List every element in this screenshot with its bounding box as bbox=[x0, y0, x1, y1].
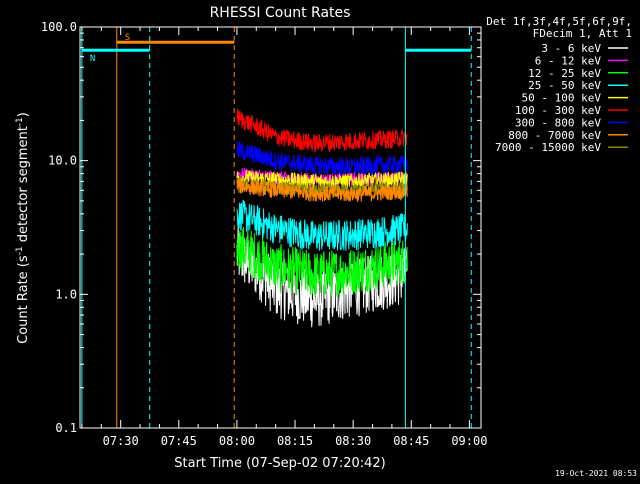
series-line-800-7000kev bbox=[236, 178, 408, 203]
legend-entry-3-6kev: 3 - 6 keV bbox=[541, 42, 601, 55]
y-axis-label-main: Count Rate (s bbox=[16, 255, 31, 344]
x-axis-label: Start Time (07-Sep-02 07:20:42) bbox=[174, 456, 385, 471]
legend-entry-25-50kev: 25 - 50 keV bbox=[528, 79, 601, 92]
y-tick-label: 0.1 bbox=[55, 421, 77, 435]
legend-entry-7000-15000kev: 7000 - 15000 keV bbox=[495, 141, 601, 154]
generated-timestamp: 19-Oct-2021 08:53 bbox=[555, 469, 637, 478]
y-axis-label: Count Rate (s-1 detector segment-1) bbox=[15, 112, 31, 344]
x-tick-label: 08:00 bbox=[219, 434, 255, 448]
y-axis-label-end: ) bbox=[16, 112, 31, 117]
legend-entry-100-300kev: 100 - 300 keV bbox=[515, 104, 601, 117]
series-line-12-25kev bbox=[236, 226, 408, 298]
series-line-100-300kev bbox=[236, 109, 408, 154]
series-line-50-100kev bbox=[236, 170, 408, 191]
y-tick-label: 1.0 bbox=[55, 287, 77, 301]
x-tick-label: 07:45 bbox=[161, 434, 197, 448]
y-axis-label-mid: detector segment bbox=[16, 126, 31, 246]
legend-entry-12-25kev: 12 - 25 keV bbox=[528, 67, 601, 80]
series-line-25-50kev bbox=[236, 200, 408, 251]
series-line-300-800kev bbox=[236, 141, 408, 177]
x-tick-label: 07:30 bbox=[103, 434, 139, 448]
x-tick-label: 08:15 bbox=[277, 434, 313, 448]
legend-entry-800-7000kev: 800 - 7000 keV bbox=[508, 129, 601, 142]
marker-layer: SN bbox=[81, 27, 472, 428]
series-line-3-6kev bbox=[236, 225, 408, 328]
x-tick-label: 08:30 bbox=[335, 434, 371, 448]
plot-frame bbox=[79, 26, 482, 429]
legend-entry-300-800kev: 300 - 800 keV bbox=[515, 116, 601, 129]
tick-layer: 07:30 07:45 08:00 08:15 08:30 08:45 09:00 100.0… bbox=[41, 20, 488, 448]
y-axis-label-sup2: -1 bbox=[15, 117, 25, 126]
y-axis-label-sup1: -1 bbox=[15, 246, 25, 255]
legend-header-line-1: Det 1f,3f,4f,5f,6f,9f, bbox=[486, 15, 632, 28]
y-tick-label: 100.0 bbox=[41, 20, 77, 34]
x-tick-label: 09:00 bbox=[451, 434, 487, 448]
marker-bar-label-n: N bbox=[90, 54, 95, 64]
legend-header-line-2: FDecim 1, Att 1 bbox=[533, 27, 632, 40]
x-tick-label: 08:45 bbox=[393, 434, 429, 448]
chart-title: RHESSI Count Rates bbox=[210, 5, 351, 21]
y-tick-label: 10.0 bbox=[48, 154, 77, 168]
marker-bar-label-s: S bbox=[125, 33, 130, 43]
legend-entry-50-100kev: 50 - 100 keV bbox=[522, 92, 602, 105]
series-line-7000-15000kev bbox=[236, 177, 408, 198]
legend-entry-6-12kev: 6 - 12 keV bbox=[535, 54, 602, 67]
series-layer bbox=[236, 109, 408, 328]
